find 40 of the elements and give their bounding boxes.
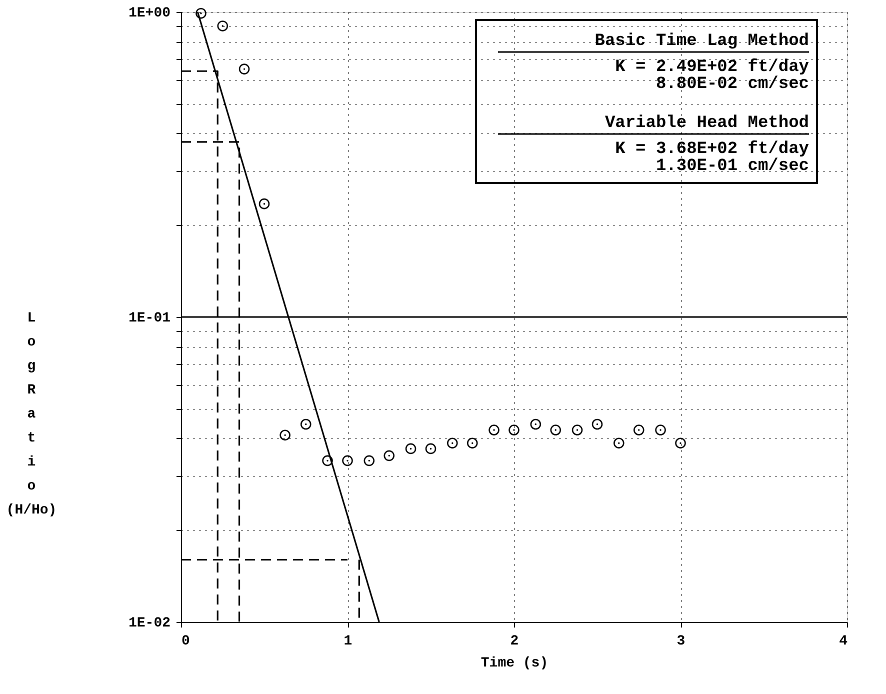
text: Log Ratio (H/Ho): [6, 310, 57, 518]
x-tick-label: 2: [510, 634, 519, 650]
annotation: Basic Time Lag Method: [594, 32, 809, 51]
point: [466, 438, 478, 448]
y-tick-label: 1E+00: [128, 6, 170, 22]
x-tick-label: 4: [839, 634, 848, 650]
point: [238, 64, 250, 74]
point: [675, 438, 686, 448]
point: [633, 424, 644, 436]
point: [280, 430, 290, 440]
point: [530, 418, 542, 430]
point: [300, 418, 312, 430]
point: [258, 198, 270, 210]
y-tick-label: 1E-02: [128, 616, 170, 632]
annotation: 8.80E-02 cm/sec: [656, 75, 809, 94]
annotation: 1.30E-01 cm/sec: [656, 157, 809, 176]
point: [572, 424, 583, 436]
annotation: K = 2.49E+02 ft/day: [615, 58, 809, 77]
annotation: K = 3.68E+02 ft/day: [615, 140, 809, 159]
annotation: Variable Head Method: [604, 114, 809, 133]
point: [405, 443, 416, 454]
point: [447, 438, 458, 448]
point: [322, 455, 333, 466]
point: [425, 443, 436, 454]
x-axis-title: Time (s): [480, 656, 548, 672]
point: [592, 418, 603, 430]
point: [550, 424, 562, 436]
point: [196, 8, 206, 19]
x-tick-label: 1: [344, 634, 352, 650]
point: [655, 424, 666, 436]
point: [364, 455, 375, 466]
x-tick-label: 0: [182, 634, 190, 650]
y-tick-label: 1E-01: [128, 310, 170, 326]
point: [384, 450, 395, 462]
point: [217, 20, 228, 32]
point: [508, 424, 520, 436]
point: [614, 438, 624, 448]
point: [488, 424, 500, 436]
x-tick-label: 3: [676, 634, 686, 650]
point: [342, 455, 353, 466]
